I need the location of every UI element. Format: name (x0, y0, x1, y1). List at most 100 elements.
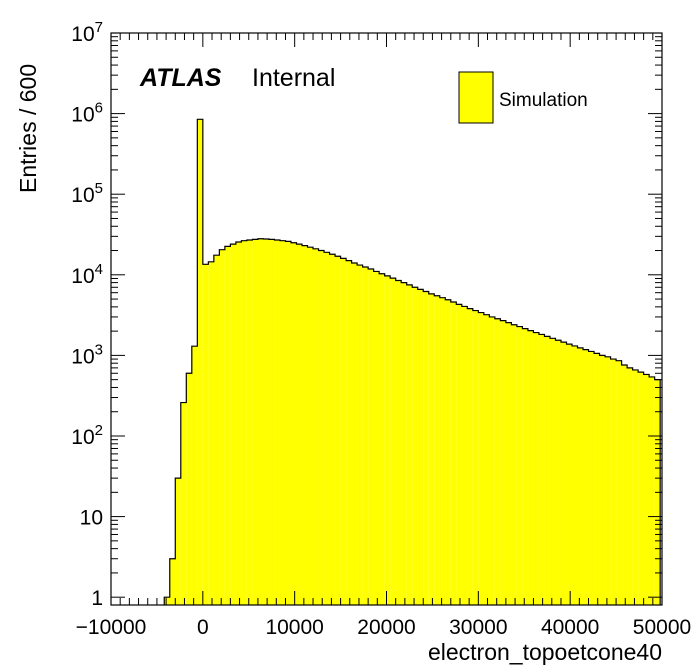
histogram-bar (627, 367, 633, 605)
histogram-bar (494, 318, 501, 605)
histogram-bar (362, 266, 369, 605)
histogram-bar (274, 240, 280, 605)
histogram-bar (555, 340, 561, 605)
x-axis-ticks (110, 33, 663, 605)
histogram-bar (197, 119, 203, 605)
histogram-bar (175, 478, 181, 605)
histogram-bar (390, 278, 396, 605)
histogram-bar (324, 252, 330, 605)
histogram-bar (208, 261, 214, 605)
histogram-bar (428, 293, 435, 605)
y-tick-label: 1 (91, 587, 103, 610)
histogram-bar (538, 334, 545, 605)
y-tick-label: 10 (80, 507, 103, 530)
histogram-bar (649, 376, 655, 605)
histogram-bar (169, 558, 176, 605)
histogram-bar (268, 239, 275, 605)
histogram-bar (213, 255, 220, 605)
x-tick-label: −10000 (76, 616, 147, 639)
histogram-bar (246, 240, 253, 605)
histogram-bar (572, 345, 578, 605)
histogram-bar (384, 275, 391, 605)
histogram-bar (180, 402, 187, 605)
legend-swatch-simulation (458, 71, 494, 124)
histogram-bar (434, 295, 440, 605)
histogram-bar (186, 373, 192, 605)
histogram-bar (357, 265, 363, 605)
histogram-bar (302, 245, 308, 605)
histogram-bar (643, 374, 650, 605)
x-tick-label: 30000 (449, 616, 507, 639)
histogram-bar (164, 597, 170, 605)
histogram-bar (202, 264, 209, 605)
histogram-bar (616, 360, 622, 605)
histogram-bar (610, 359, 617, 605)
histogram-bar (527, 330, 534, 605)
histogram-bar (401, 282, 407, 605)
histogram-bar (290, 242, 297, 605)
histogram-bar (285, 241, 291, 605)
x-tick-label: 20000 (357, 616, 415, 639)
histogram-bar (599, 355, 606, 605)
histogram-bar (252, 239, 258, 605)
x-tick-label: 50000 (633, 616, 691, 639)
histogram-bars (163, 118, 661, 606)
histogram-bar (522, 328, 528, 605)
histogram-bar (335, 256, 341, 605)
histogram-bar (263, 239, 269, 605)
histogram-bar (505, 322, 512, 605)
histogram-bar (191, 346, 198, 605)
histogram-bar (219, 249, 225, 606)
histogram-bar (241, 240, 247, 605)
histogram-bar (489, 316, 495, 605)
histogram-bar (351, 263, 358, 605)
histogram-bar (632, 369, 639, 605)
atlas-label: ATLAS (139, 64, 222, 92)
histogram-bar (417, 289, 424, 605)
x-axis-title: electron_topoetcone40 (428, 639, 662, 665)
atlas-status-label: Internal (252, 64, 335, 92)
histogram-bar (406, 284, 413, 605)
y-tick-label: 104 (71, 261, 103, 288)
histogram-bar (467, 308, 473, 605)
histogram-bar (511, 324, 517, 605)
histogram-bar (450, 301, 457, 605)
x-axis-tick-labels: −10000 0 10000 20000 30000 40000 50000 (76, 616, 692, 639)
histogram-bar (566, 344, 572, 605)
histogram-bar (583, 349, 589, 605)
histogram-bar (313, 248, 319, 605)
histogram-bar (605, 356, 611, 605)
histogram-bar (472, 310, 479, 605)
histogram-bar (577, 347, 584, 605)
histogram-bar (279, 240, 286, 605)
histogram-bar (346, 260, 352, 605)
histogram-bar (412, 287, 418, 605)
histogram-bar (638, 372, 644, 605)
x-tick-label: 40000 (541, 616, 599, 639)
histogram-bar (224, 246, 231, 605)
histogram-bar (373, 271, 380, 605)
histogram-bar (307, 247, 314, 605)
legend-label-simulation: Simulation (499, 90, 588, 111)
histogram-bar (230, 244, 236, 605)
histogram-bar (621, 365, 628, 605)
histogram-bar (516, 326, 523, 605)
histogram-bar (588, 351, 595, 605)
histogram-bar (549, 338, 556, 605)
histogram-bar (439, 297, 446, 605)
histogram-bar (368, 269, 374, 605)
histogram-bar (478, 312, 484, 605)
y-axis-ticks (111, 36, 662, 598)
x-tick-label: 10000 (265, 616, 323, 639)
histogram-bar (423, 291, 429, 605)
histogram-bar (340, 258, 347, 605)
histogram-bar (560, 342, 567, 605)
histogram-outline (163, 118, 661, 605)
histogram-bar (379, 273, 385, 605)
histogram-bar (257, 238, 264, 605)
histogram-bar (445, 299, 451, 605)
histogram-bar (594, 353, 600, 605)
histogram-bar (533, 332, 539, 605)
histogram-bar (483, 314, 490, 605)
